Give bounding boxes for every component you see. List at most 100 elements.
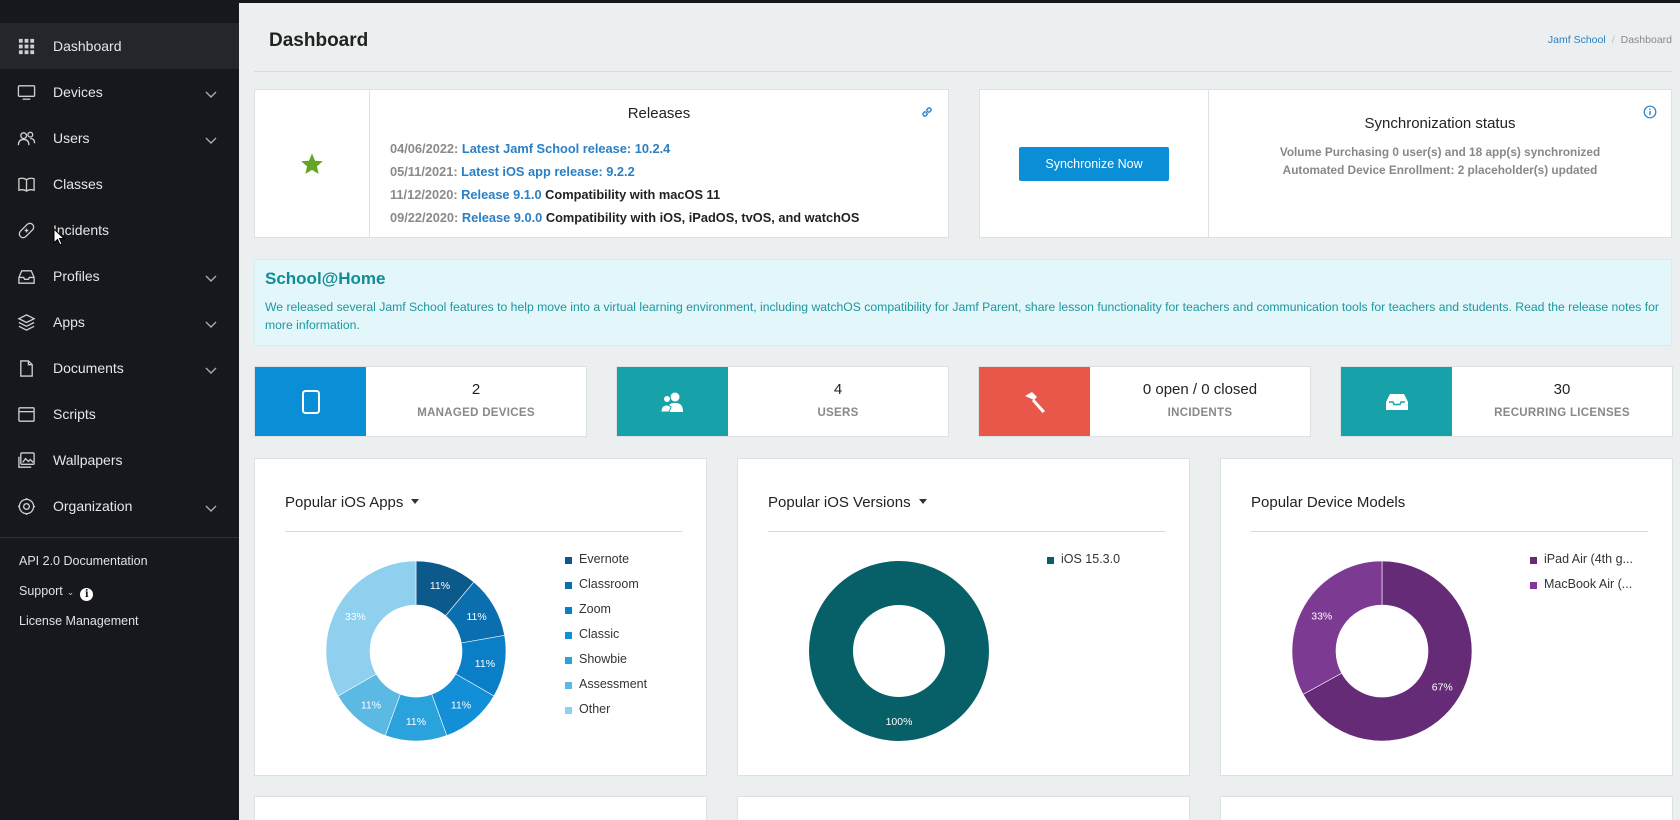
donut-slice[interactable] [325,560,417,697]
sidebar-item-organization[interactable]: Organization [0,483,239,529]
legend-swatch [565,607,572,614]
donut-chart: 100% [809,561,989,741]
users-icon [16,128,36,148]
sidebar-item-label: Users [53,130,90,146]
grid-icon [16,36,36,56]
legend-swatch [565,557,572,564]
chevron-down-icon [205,270,217,286]
sidebar-item-classes[interactable]: Classes [0,161,239,207]
school-home-banner: School@Home We released several Jamf Sch… [254,259,1672,346]
stat-label: INCIDENTS [1167,407,1233,419]
legend-label: Evernote [579,552,630,566]
slice-label: 67% [1432,682,1453,694]
legend-label: Classroom [579,577,639,591]
legend-item[interactable]: Classic [565,627,647,652]
sidebar-item-wallpapers[interactable]: Wallpapers [0,437,239,483]
legend-item[interactable]: iPad Air (4th g... [1530,552,1633,577]
dashboard-card [254,796,707,820]
legend-item[interactable]: Evernote [565,552,647,577]
sidebar-item-label: Wallpapers [53,452,123,468]
release-link[interactable]: Release 9.1.0 [461,187,542,202]
school-home-text: We released several Jamf School features… [265,300,1659,332]
sync-status-details: Volume Purchasing 0 user(s) and 18 app(s… [1209,143,1671,179]
legend-swatch [1530,582,1537,589]
info-icon[interactable]: i [80,588,94,601]
sidebar-item-devices[interactable]: Devices [0,69,239,115]
link-icon[interactable] [920,105,934,119]
chart-title: Popular iOS Versions [768,494,911,511]
support-menu[interactable]: Support ⌄ i [19,584,94,601]
sidebar-item-profiles[interactable]: Profiles [0,253,239,299]
release-item: 09/22/2020: Release 9.0.0 Compatibility … [390,206,859,229]
legend-label: Assessment [579,677,648,691]
release-link[interactable]: Latest iOS app release: 9.2.2 [461,164,635,179]
legend-item[interactable]: Other [565,702,647,727]
donut-chart: 67% 33% [1291,560,1473,742]
sidebar: Dashboard Devices Users Classes Incidents Pro… [0,0,239,820]
sidebar-item-label: Incidents [53,222,110,238]
synchronize-now-button[interactable]: Synchronize Now [1019,146,1169,181]
document-icon [16,358,36,378]
sidebar-item-scripts[interactable]: Scripts [0,391,239,437]
users-icon [659,392,683,412]
popular-device-models-card: Popular Device Models 67% 33% iPad Air (4… [1220,458,1673,776]
donut-slice[interactable] [1302,560,1473,742]
sidebar-item-label: Dashboard [53,38,122,54]
legend-swatch [565,682,572,689]
sidebar-item-users[interactable]: Users [0,115,239,161]
bandage-icon [16,220,36,240]
info-icon[interactable] [1643,105,1657,119]
sync-status-title: Synchronization status [1364,115,1516,132]
stat-icon-box [255,367,366,436]
stat-incidents[interactable]: 0 open / 0 closed INCIDENTS [978,366,1311,437]
release-item: 04/06/2022: Latest Jamf School release: … [390,137,859,160]
stat-icon-box [1341,367,1452,436]
legend-label: iOS 15.3.0 [1061,552,1121,566]
stat-value: 0 open / 0 closed [1142,381,1258,398]
release-link[interactable]: Release 9.0.0 [461,210,543,225]
title-divider [254,71,1672,72]
sync-device-enrollment: Automated Device Enrollment: 2 placehold… [1282,163,1598,177]
release-item: 11/12/2020: Release 9.1.0 Compatibility … [390,183,859,206]
legend-item[interactable]: Zoom [565,602,647,627]
slice-label: 33% [345,611,366,623]
api-docs-link[interactable]: API 2.0 Documentation [19,554,148,568]
license-management-link[interactable]: License Management [19,614,139,628]
stat-users[interactable]: 4 USERS [616,366,949,437]
main-content: Dashboard Jamf School / Dashboard Releases… [239,0,1680,820]
inbox-icon [1385,393,1408,410]
chevron-down-icon: ⌄ [66,587,75,597]
donut-slice[interactable] [1291,560,1383,695]
chart-title-dropdown[interactable]: Popular iOS Versions [768,494,927,511]
legend-label: Other [579,702,611,716]
legend-item[interactable]: Classroom [565,577,647,602]
stat-icon-box [617,367,728,436]
legend-item[interactable]: Assessment [565,677,647,702]
star-icon [301,153,323,174]
legend-swatch [565,657,572,664]
legend-item[interactable]: MacBook Air (... [1530,577,1633,602]
stat-recurring-licenses[interactable]: 30 RECURRING LICENSES [1340,366,1673,437]
breadcrumb-root-link[interactable]: Jamf School [1547,34,1606,46]
sidebar-item-documents[interactable]: Documents [0,345,239,391]
stat-managed-devices[interactable]: 2 MANAGED DEVICES [254,366,587,437]
sidebar-item-label: Scripts [53,406,96,422]
legend-item[interactable]: Showbie [565,652,647,677]
slice-label: 11% [361,700,381,712]
slice-label: 11% [430,580,450,592]
sidebar-item-incidents[interactable]: Incidents [0,207,239,253]
mouse-cursor-icon [53,228,65,246]
release-link[interactable]: Latest Jamf School release: 10.2.4 [461,141,671,156]
donut-slice[interactable] [809,561,989,741]
dashboard-card [1220,796,1673,820]
chart-divider [285,531,682,532]
release-date: 09/22/2020: [390,210,459,225]
legend-item[interactable]: iOS 15.3.0 [1047,552,1120,577]
chart-title-dropdown[interactable]: Popular iOS Apps [285,494,420,511]
school-home-title: School@Home [265,269,386,288]
sidebar-item-dashboard[interactable]: Dashboard [0,23,239,69]
sidebar-item-apps[interactable]: Apps [0,299,239,345]
legend-label: Showbie [579,652,627,666]
stat-label: MANAGED DEVICES [417,407,535,419]
release-item: 05/11/2021: Latest iOS app release: 9.2.… [390,160,859,183]
